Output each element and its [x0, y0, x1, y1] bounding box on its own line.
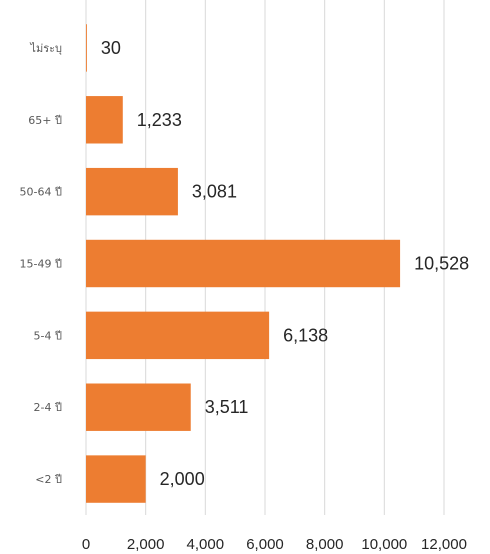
bar: [86, 455, 146, 503]
x-tick-label: 0: [82, 536, 90, 553]
data-label: 3,511: [205, 397, 249, 417]
x-tick-label: 8,000: [306, 536, 344, 553]
bar: [86, 96, 123, 144]
category-label: ไม่ระบุ: [29, 42, 62, 55]
category-label: 5-4 ปี: [34, 329, 62, 342]
data-label: 6,138: [283, 325, 328, 345]
data-labels: 30 1,233 3,081 10,528 6,138 3,511 2,000: [101, 38, 469, 489]
x-tick-label: 2,000: [127, 536, 165, 553]
category-labels: ไม่ระบุ 65+ ปี 50-64 ปี 15-49 ปี 5-4 ปี 2-4 ป…: [20, 42, 62, 486]
bar: [86, 239, 401, 288]
data-label: 1,233: [137, 110, 182, 130]
x-tick-label: 10,000: [361, 536, 407, 553]
data-label: 30: [101, 38, 121, 58]
bar: [86, 311, 270, 360]
bar: [86, 167, 178, 216]
x-tick-label: 4,000: [187, 536, 225, 553]
data-label: 3,081: [192, 182, 237, 202]
bar: [86, 383, 191, 431]
category-label: 65+ ปี: [28, 114, 62, 127]
category-label: 50-64 ปี: [20, 186, 62, 199]
data-label: 2,000: [160, 469, 205, 489]
category-label: 15-49 ปี: [20, 258, 62, 271]
x-tick-label: 12,000: [421, 536, 467, 553]
data-label: 10,528: [414, 254, 469, 274]
x-tick-labels: 0 2,000 4,000 6,000 8,000 10,000 12,000: [82, 536, 467, 553]
category-label: 2-4 ปี: [34, 401, 62, 414]
category-label: <2 ปี: [35, 473, 62, 486]
x-tick-label: 6,000: [246, 536, 284, 553]
bars: [86, 24, 401, 503]
bar: [86, 24, 87, 72]
